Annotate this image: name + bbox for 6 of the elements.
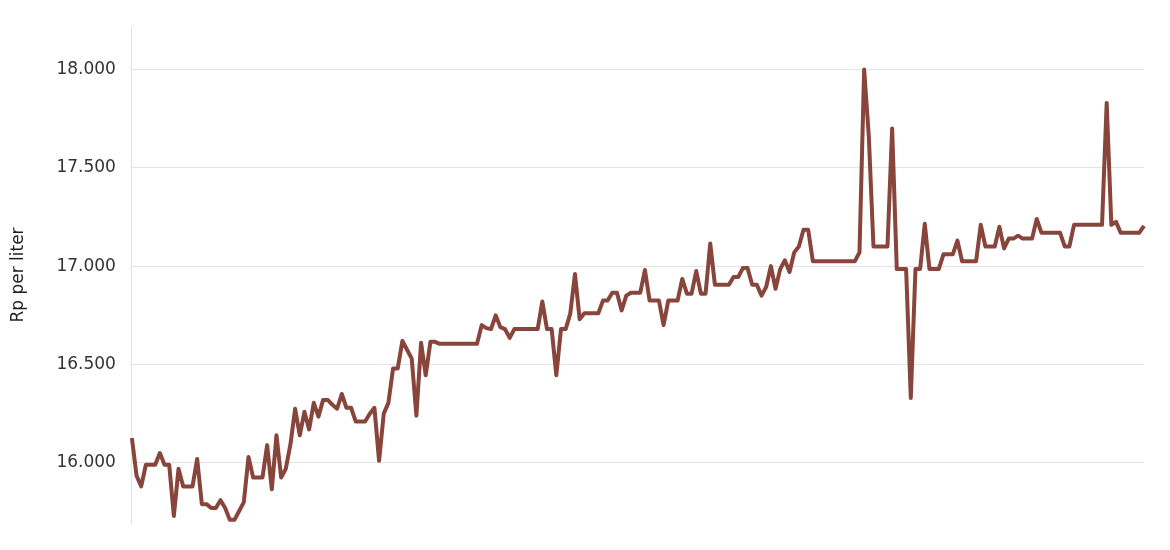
y-axis-title: Rp per liter (6, 227, 27, 323)
y-tick-label: 16.000 (56, 451, 116, 472)
y-tick-label: 17.500 (56, 156, 116, 177)
y-tick-label: 16.500 (56, 352, 116, 373)
y-tick-label: 18.000 (56, 57, 116, 78)
y-tick-label: 17.000 (56, 254, 116, 275)
